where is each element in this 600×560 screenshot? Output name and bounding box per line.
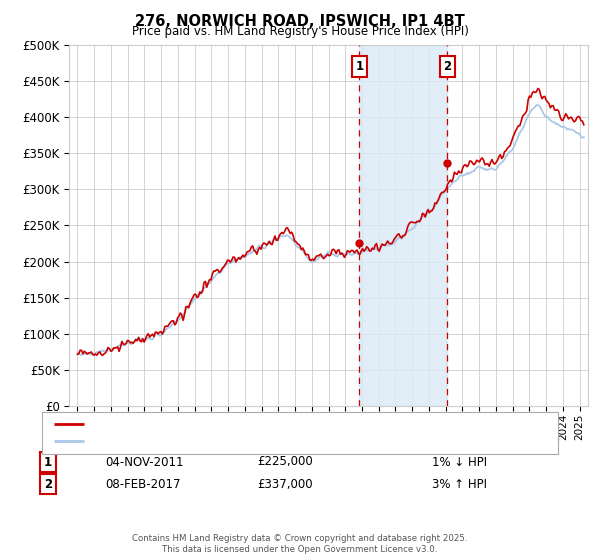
Text: 3% ↑ HPI: 3% ↑ HPI <box>432 478 487 491</box>
Text: 2: 2 <box>44 478 52 491</box>
Text: £225,000: £225,000 <box>257 455 313 469</box>
Text: 276, NORWICH ROAD, IPSWICH, IP1 4BT (detached house): 276, NORWICH ROAD, IPSWICH, IP1 4BT (det… <box>93 419 411 429</box>
Text: 1: 1 <box>44 455 52 469</box>
Text: Contains HM Land Registry data © Crown copyright and database right 2025.
This d: Contains HM Land Registry data © Crown c… <box>132 534 468 554</box>
Text: 2: 2 <box>443 60 451 73</box>
Text: 276, NORWICH ROAD, IPSWICH, IP1 4BT: 276, NORWICH ROAD, IPSWICH, IP1 4BT <box>135 14 465 29</box>
Text: 1: 1 <box>355 60 364 73</box>
Text: 04-NOV-2011: 04-NOV-2011 <box>105 455 184 469</box>
Text: 1% ↓ HPI: 1% ↓ HPI <box>432 455 487 469</box>
Bar <box>359 45 448 406</box>
Text: 08-FEB-2017: 08-FEB-2017 <box>105 478 181 491</box>
Text: HPI: Average price, detached house, Ipswich: HPI: Average price, detached house, Ipsw… <box>93 436 336 446</box>
Text: Price paid vs. HM Land Registry's House Price Index (HPI): Price paid vs. HM Land Registry's House … <box>131 25 469 38</box>
Text: £337,000: £337,000 <box>257 478 313 491</box>
